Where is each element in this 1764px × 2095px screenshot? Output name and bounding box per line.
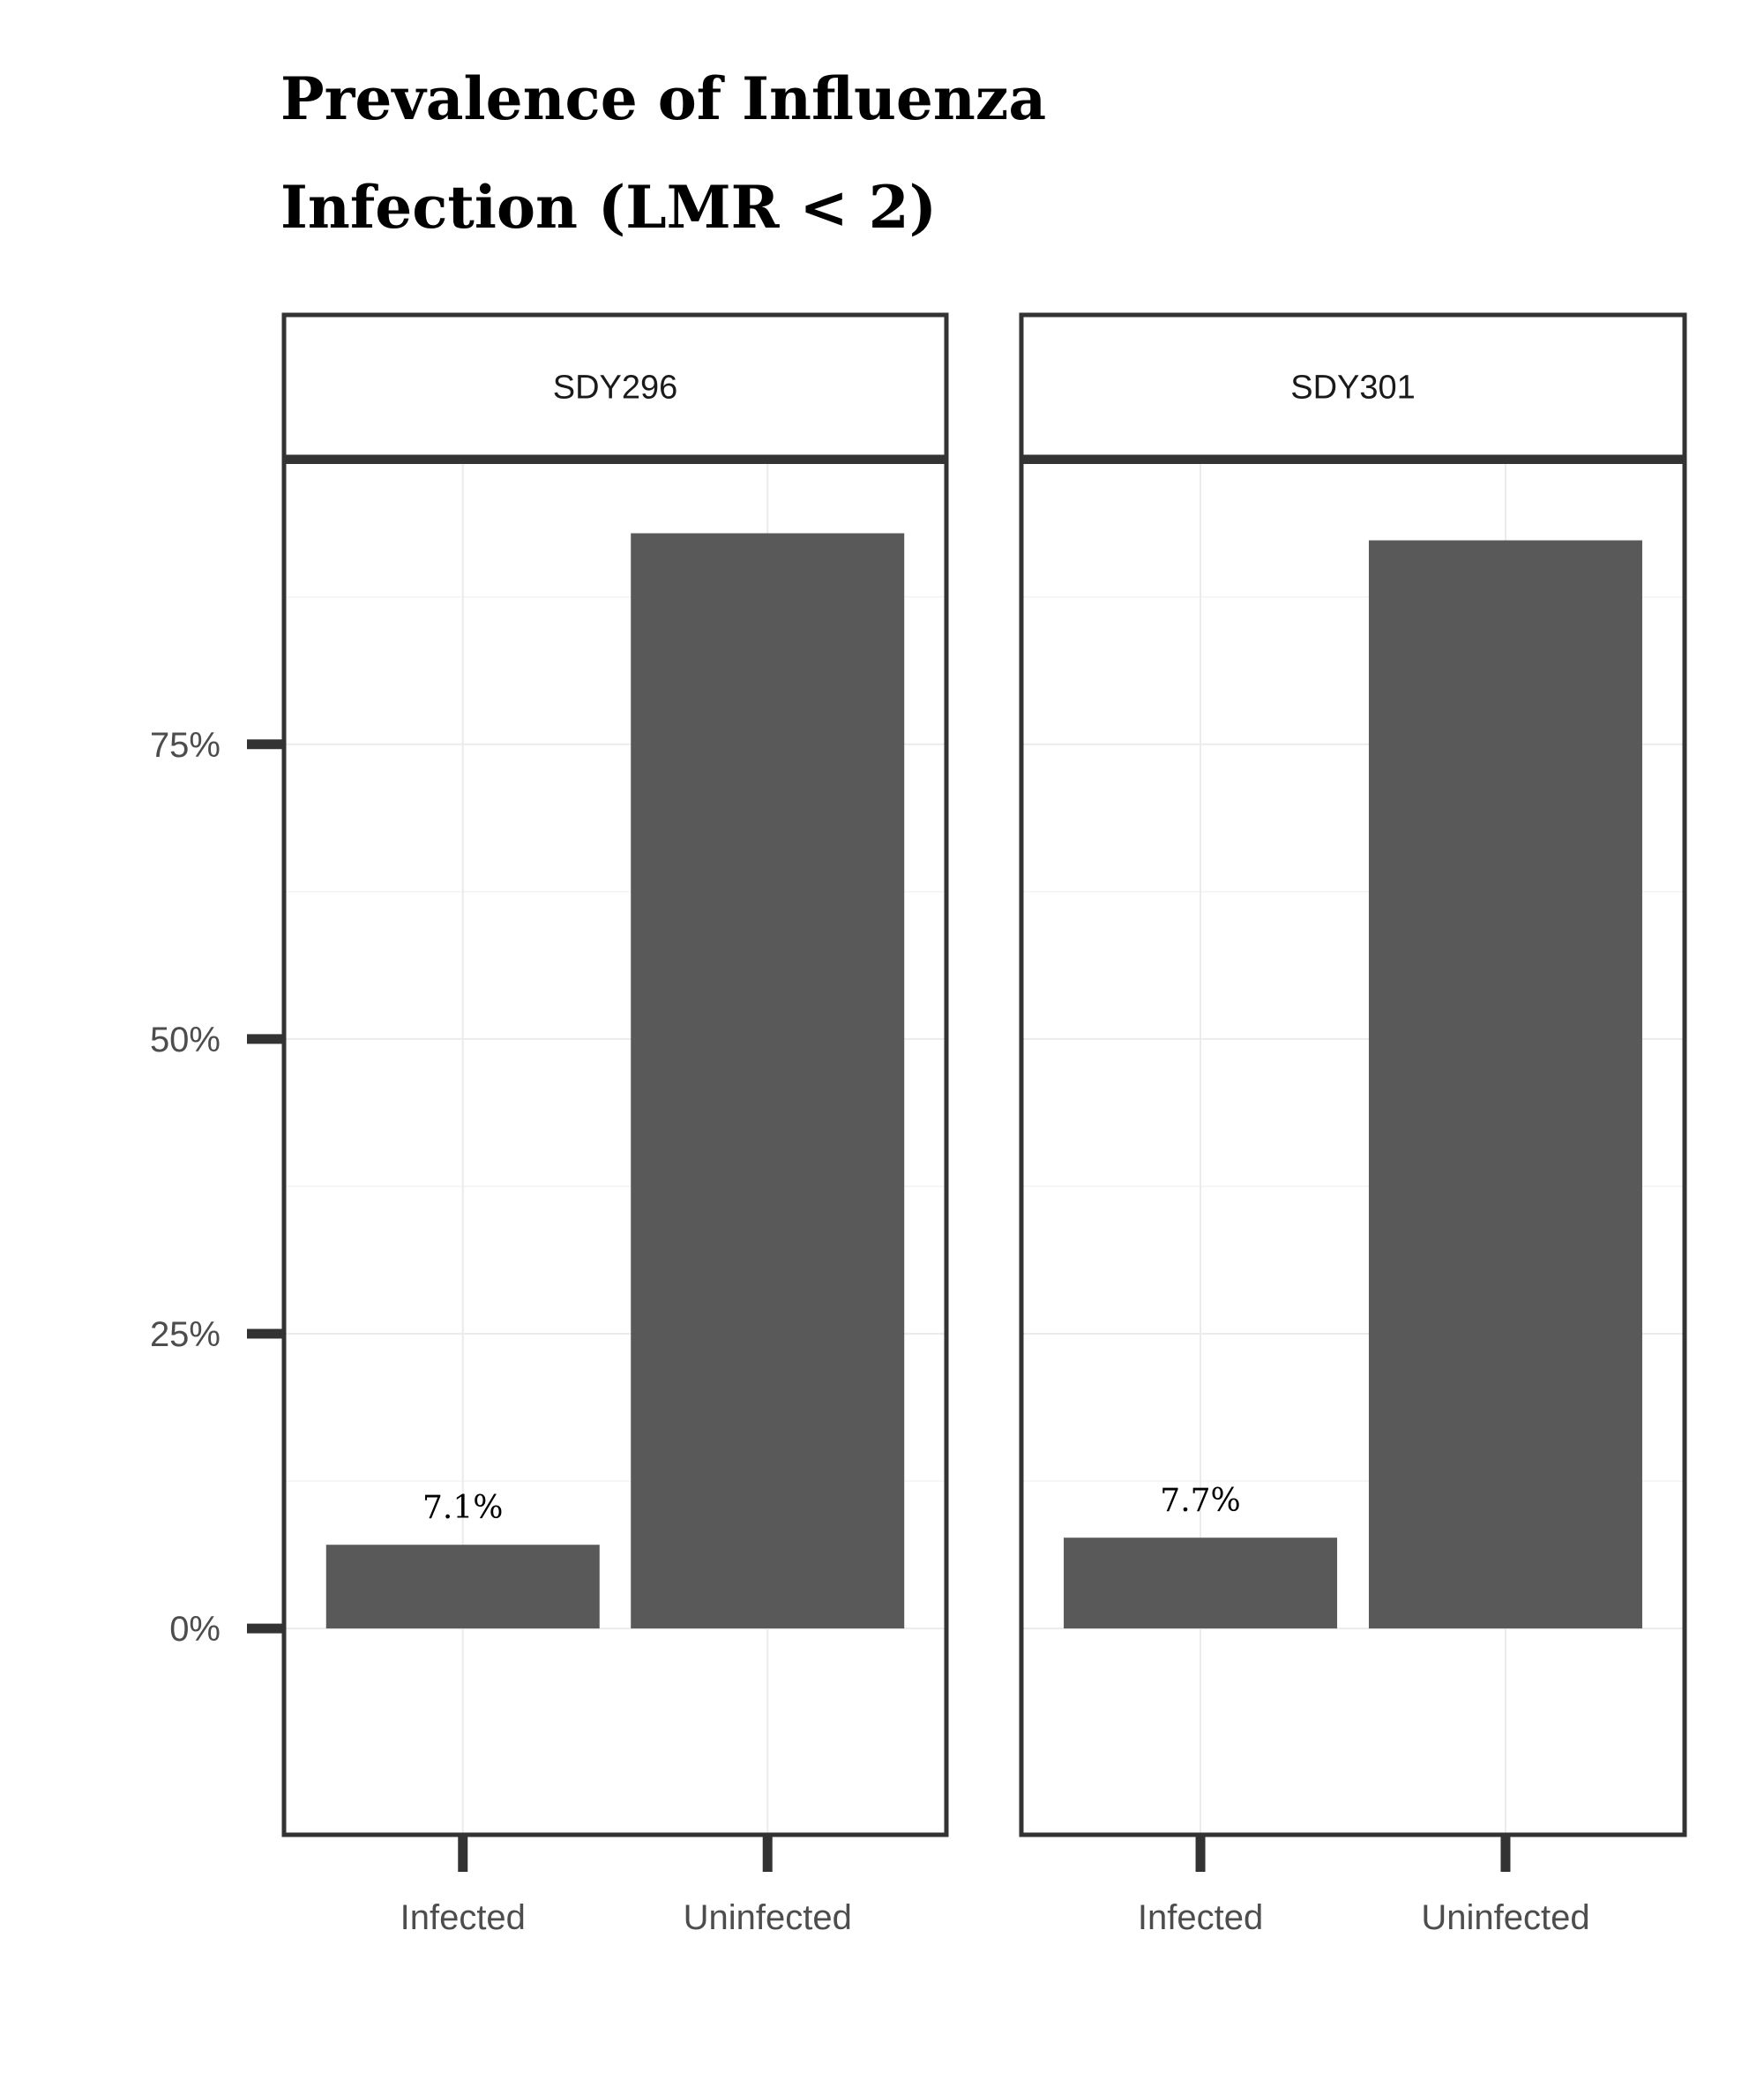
x-tick-label: Uninfected — [1421, 1898, 1589, 1937]
y-tick-label: 50% — [150, 1021, 220, 1059]
y-tick-label: 0% — [169, 1610, 220, 1649]
y-tick-label: 25% — [150, 1315, 220, 1354]
data-label: 7.1% — [422, 1490, 503, 1526]
bar-uninfected — [631, 533, 905, 1629]
facet-strip-label: SDY301 — [1290, 370, 1416, 407]
x-tick-label: Infected — [1138, 1898, 1263, 1937]
bar-infected — [1064, 1538, 1338, 1629]
facet-strip-label: SDY296 — [553, 370, 678, 407]
y-tick-label: 75% — [150, 726, 220, 765]
bar-uninfected — [1368, 540, 1642, 1629]
x-tick-label: Infected — [400, 1898, 526, 1937]
facet-panel-sdy296: 7.1% SDY296 Infected Uninfected — [281, 312, 949, 1937]
bar-infected — [325, 1545, 600, 1629]
chart-title-line-2: Infection (LMR < 2) — [280, 173, 937, 242]
data-label: 7.7% — [1160, 1483, 1240, 1519]
facet-strip — [281, 312, 949, 460]
y-axis: 0% 25% 50% 75% — [150, 726, 284, 1649]
facet-panel-sdy301: 7.7% SDY301 Infected Uninfected — [1019, 312, 1687, 1937]
facet-strip — [1019, 312, 1687, 460]
facet-panels: 7.1% SDY296 Infected Uninfected 7.7% SDY301 In… — [281, 312, 1687, 1937]
x-tick-label: Uninfected — [684, 1898, 852, 1937]
chart-title-line-1: Prevalence of Influenza — [280, 64, 1046, 133]
